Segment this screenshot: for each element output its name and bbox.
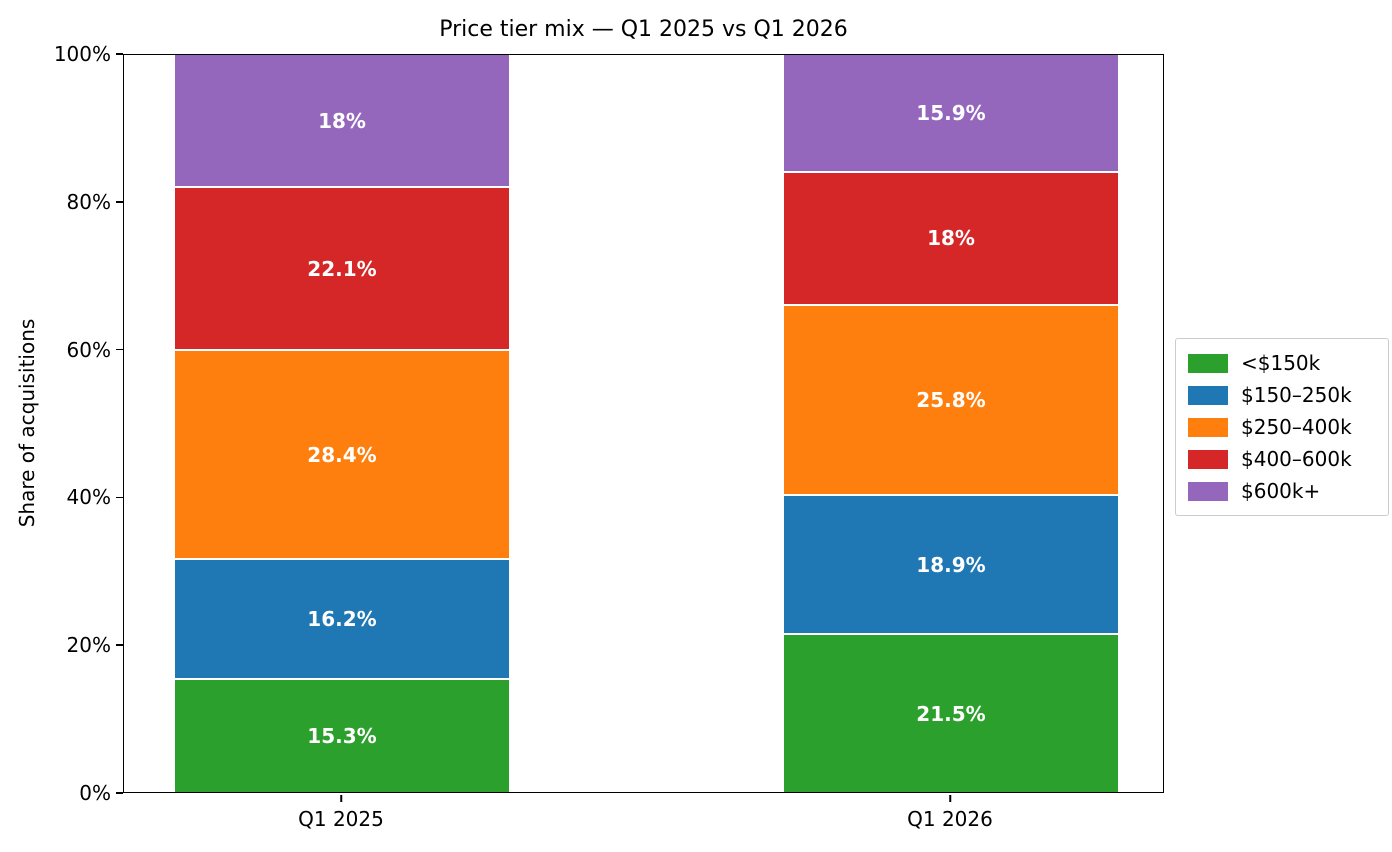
legend-item: $250–400k [1188,415,1376,439]
y-tick-label: 80% [66,189,111,214]
segment-label: 15.9% [916,100,986,125]
segment-label: 15.3% [307,724,377,749]
segment-label: 18.9% [916,552,986,577]
chart-title: Price tier mix — Q1 2025 vs Q1 2026 [439,17,848,42]
legend: <$150k $150–250k $250–400k $400–600k $600k+ [1175,338,1389,516]
bar-q1-2025: 15.3% 16.2% 28.4% 22.1% 18% [175,55,509,792]
legend-swatch [1188,417,1228,437]
bar-segment: 21.5% [784,633,1118,792]
legend-swatch [1188,353,1228,373]
bar-segment: 18% [784,170,1118,304]
bar-q1-2026: 21.5% 18.9% 25.8% 18% 15.9% [784,55,1118,792]
bar-segment: 15.9% [784,55,1118,171]
legend-label: $150–250k [1241,383,1352,407]
segment-label: 18% [927,226,975,251]
legend-item: $600k+ [1188,479,1376,503]
bar-segment: 15.3% [175,678,509,792]
y-tick-label: 100% [53,42,111,66]
plot-area: 15.3% 16.2% 28.4% 22.1% 18% 21.5% 18.9% 25.8% 18… [123,54,1164,793]
x-axis: Q1 2025 Q1 2026 [123,794,1164,845]
y-tick-label: 60% [66,337,111,362]
legend-item: <$150k [1188,351,1376,375]
y-tick-mark [116,201,123,203]
y-tick-label: 0% [79,781,111,805]
legend-swatch [1188,449,1228,469]
bar-segment: 18.9% [784,493,1118,634]
legend-item: $400–600k [1188,447,1376,471]
legend-label: <$150k [1241,351,1321,375]
y-axis: 0% 20% 40% 60% 80% 100% [0,44,123,803]
legend-swatch [1188,481,1228,501]
x-tick-mark [340,794,342,802]
bar-segment: 18% [175,55,509,187]
x-tick-mark [949,794,951,802]
x-tick-label: Q1 2026 [907,806,993,831]
bar-segment: 16.2% [175,558,509,679]
x-tick-label: Q1 2025 [298,806,384,831]
legend-label: $400–600k [1241,447,1352,471]
y-tick-mark [116,496,123,499]
y-tick-label: 20% [66,633,111,658]
legend-label: $600k+ [1241,479,1321,503]
legend-label: $250–400k [1241,415,1352,439]
y-tick-label: 40% [66,485,111,510]
y-tick-mark [116,792,123,794]
bar-segment: 28.4% [175,349,509,559]
segment-label: 28.4% [307,442,377,467]
legend-swatch [1188,385,1228,405]
segment-label: 18% [318,108,366,133]
y-tick-mark [116,53,123,55]
y-tick-mark [116,644,123,646]
legend-item: $150–250k [1188,383,1376,407]
segment-label: 25.8% [916,387,986,412]
bar-segment: 22.1% [175,186,509,350]
segment-label: 16.2% [307,607,377,632]
segment-label: 21.5% [916,701,986,726]
bar-segment: 25.8% [784,303,1118,494]
y-tick-mark [116,348,123,351]
segment-label: 22.1% [307,256,377,281]
